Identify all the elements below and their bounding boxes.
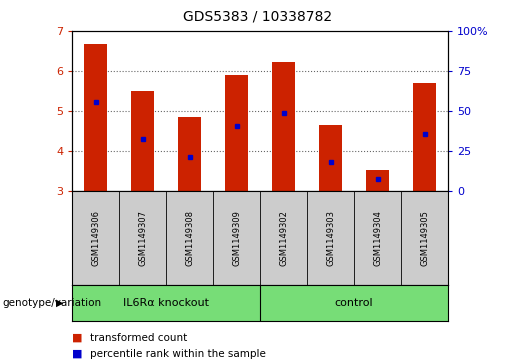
Bar bbox=[366, 170, 389, 191]
Text: GSM1149307: GSM1149307 bbox=[138, 210, 147, 266]
Text: IL6Rα knockout: IL6Rα knockout bbox=[123, 298, 209, 308]
Text: GSM1149302: GSM1149302 bbox=[279, 210, 288, 266]
Bar bbox=[272, 62, 295, 191]
Bar bbox=[178, 117, 201, 191]
Text: GSM1149306: GSM1149306 bbox=[91, 210, 100, 266]
Text: ▶: ▶ bbox=[56, 298, 63, 308]
Bar bbox=[84, 44, 107, 191]
Bar bbox=[319, 125, 342, 191]
Text: ■: ■ bbox=[72, 333, 82, 343]
Bar bbox=[131, 91, 154, 191]
Text: ■: ■ bbox=[72, 349, 82, 359]
Bar bbox=[413, 83, 436, 191]
Text: GSM1149303: GSM1149303 bbox=[326, 210, 335, 266]
Text: GSM1149305: GSM1149305 bbox=[420, 210, 429, 266]
Text: control: control bbox=[335, 298, 373, 308]
Text: genotype/variation: genotype/variation bbox=[3, 298, 101, 308]
Text: GSM1149308: GSM1149308 bbox=[185, 210, 194, 266]
Text: GSM1149309: GSM1149309 bbox=[232, 210, 241, 266]
Text: GDS5383 / 10338782: GDS5383 / 10338782 bbox=[183, 9, 332, 23]
Text: percentile rank within the sample: percentile rank within the sample bbox=[90, 349, 266, 359]
Bar bbox=[225, 75, 248, 191]
Text: GSM1149304: GSM1149304 bbox=[373, 210, 382, 266]
Text: transformed count: transformed count bbox=[90, 333, 187, 343]
